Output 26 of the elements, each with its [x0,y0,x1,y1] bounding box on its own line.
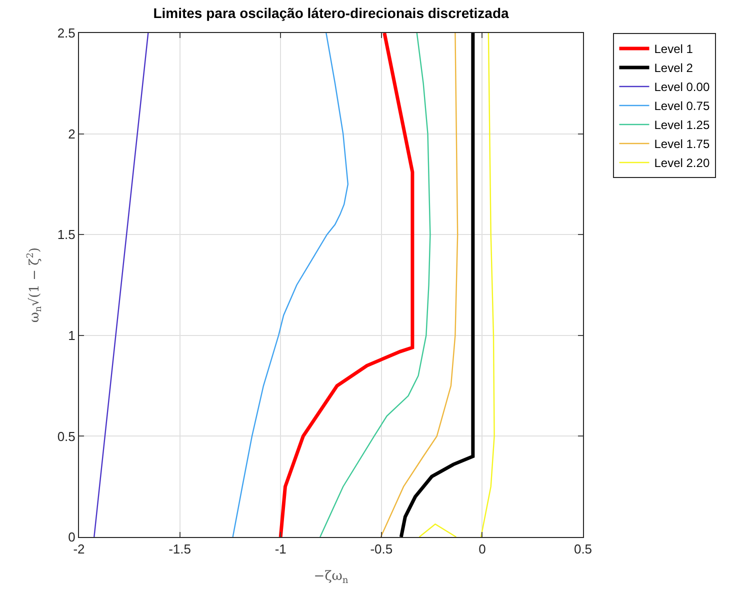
y-tick-label: 0.5 [57,428,76,444]
chart-title: Limites para oscilação látero-direcionais discretizada [153,4,509,21]
y-tick-label: 1.5 [57,227,76,242]
legend-label: Level 1.25 [654,118,710,132]
x-tick-label: -1 [274,542,286,557]
legend-label: Level 1 [654,42,694,56]
line-series [278,33,414,537]
line-series [380,33,458,537]
x-tick-label: -2 [73,542,85,557]
line-series [232,33,349,537]
x-tick-label: 0.5 [574,542,592,557]
y-tick-label: 0 [68,530,76,545]
y-tick-label: 2 [68,126,76,142]
line-series [399,33,475,537]
legend-label: Level 0.75 [654,99,710,114]
legend-label: Level 1.75 [654,137,710,152]
x-tick-label: 0 [478,542,486,557]
legend-label: Level 2 [654,61,694,76]
y-tick-label: 1 [68,328,76,343]
x-tick-label: -0.5 [370,542,393,557]
y-tick-label: 2.5 [57,26,76,41]
line-series [320,33,431,537]
x-axis-title: −ζω$_{n}$ [314,569,348,586]
legend-label: Level 2.20 [654,156,710,170]
x-tick-label: -1.5 [168,542,192,557]
legend-label: Level 0.00 [654,80,710,94]
